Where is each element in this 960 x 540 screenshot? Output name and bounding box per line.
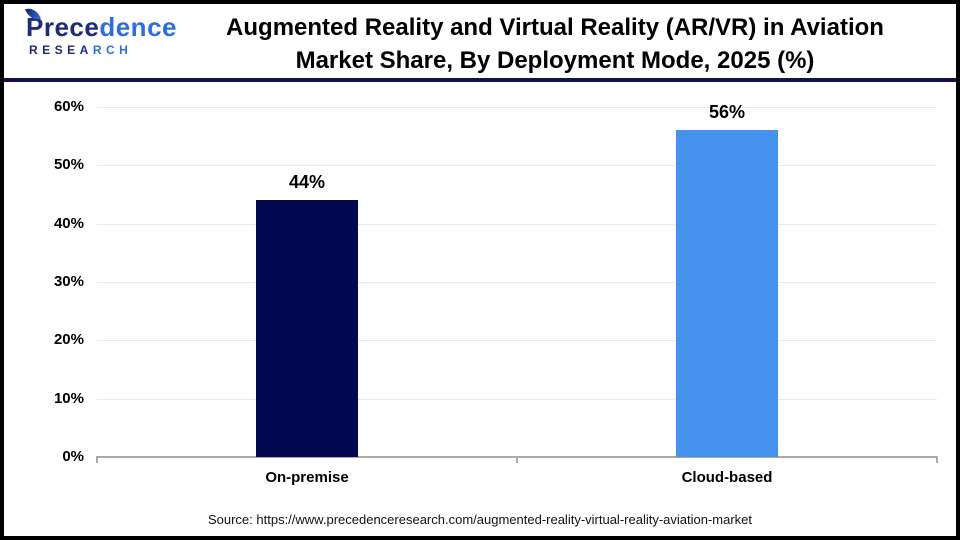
precedence-research-logo: Precedence RESEARCH xyxy=(25,5,186,57)
y-axis-label-20: 20% xyxy=(53,331,84,349)
value-label-1: 44% xyxy=(288,172,326,193)
y-axis-label-40: 40% xyxy=(53,214,84,232)
bar-cloud-based xyxy=(676,130,778,457)
x-axis-line xyxy=(96,456,938,458)
y-axis-label-50: 50% xyxy=(53,156,84,174)
y-axis-label-0: 0% xyxy=(62,448,84,465)
logo-sub-dark: RESEA xyxy=(29,43,93,57)
header: Precedence RESEARCH Augmented Reality an… xyxy=(4,4,956,78)
logo-word-light: dence xyxy=(99,12,177,42)
gridline-10 xyxy=(97,398,937,400)
y-axis-label-60: 60% xyxy=(53,98,84,115)
gridline-40 xyxy=(97,223,937,225)
category-label-2: Cloud-based xyxy=(681,469,773,486)
logo-wordmark: Precedence xyxy=(25,5,186,42)
source-text: Source: https://www.precedenceresearch.c… xyxy=(207,512,753,527)
y-axis-label-10: 10% xyxy=(53,389,84,407)
gridline-20 xyxy=(97,340,937,342)
page-title: Augmented Reality and Virtual Reality (A… xyxy=(174,11,936,77)
header-divider xyxy=(0,78,960,82)
value-label-2: 56% xyxy=(708,102,746,123)
title-line-2: Market Share, By Deployment Mode, 2025 (… xyxy=(295,47,815,74)
x-axis-tick-2 xyxy=(936,458,938,463)
bar-chart: 0% 10% 20% 30% 40% 50% 60% 44% On-premise 56% Clou… xyxy=(0,82,960,540)
x-axis-tick-1 xyxy=(516,458,518,463)
gridline-60 xyxy=(97,107,937,108)
gridline-30 xyxy=(97,282,937,283)
logo-subtitle: RESEARCH xyxy=(26,43,186,57)
y-axis-label-30: 30% xyxy=(53,273,84,290)
gridline-50 xyxy=(97,165,937,167)
category-label-1: On-premise xyxy=(265,469,349,486)
bar-on-premise xyxy=(256,200,358,457)
x-axis-tick-0 xyxy=(96,458,98,463)
logo-sub-light: RCH xyxy=(92,43,133,57)
title-line-1: Augmented Reality and Virtual Reality (A… xyxy=(226,14,884,41)
